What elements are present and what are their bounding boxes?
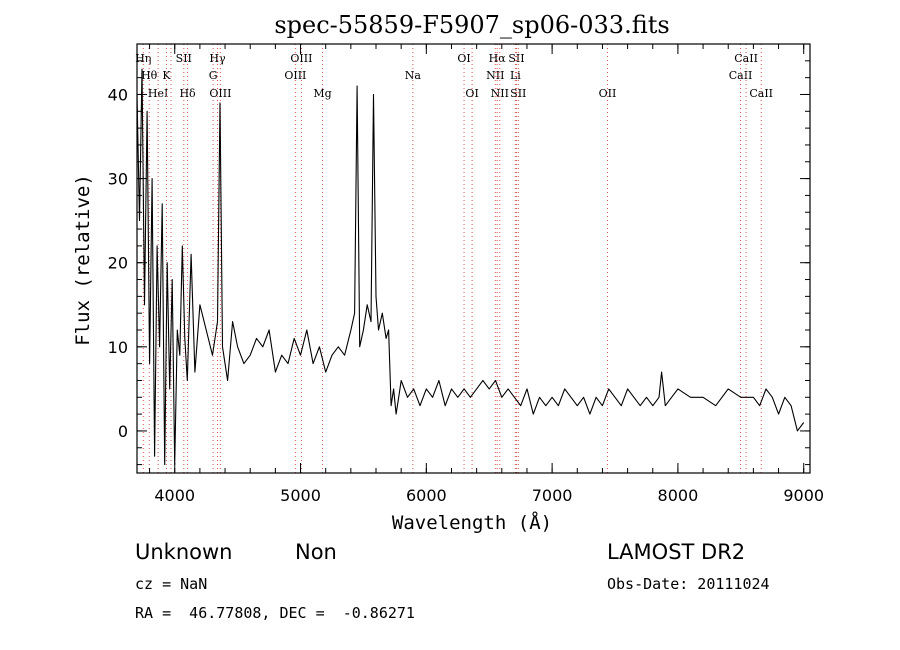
spectral-line-label: Hγ	[209, 52, 226, 65]
coordinates-readout: RA = 46.77808, DEC = -0.86271	[135, 604, 415, 622]
spectral-line-label: Mg	[313, 87, 331, 100]
redshift-readout: cz = NaN	[135, 575, 208, 593]
spectral-line-label: OI	[457, 52, 470, 65]
plot-frame	[136, 43, 811, 474]
spectral-line-label: SII	[508, 52, 524, 65]
spectral-line-label: CaII	[734, 52, 758, 65]
spectral-line-label: OIII	[284, 69, 306, 82]
spectral-line-label: CaII	[749, 87, 773, 100]
x-tick-label: 7000	[532, 486, 573, 505]
spectral-line-label: Na	[405, 69, 422, 82]
obs-date-readout: Obs-Date: 20111024	[607, 575, 770, 593]
spectral-line-label: Hα	[489, 52, 507, 65]
y-tick-label: 10	[108, 338, 128, 357]
spectral-line-markers: Hη Hθ HeI K SII Hδ G Hγ OIII OIII OIII Mg Na OI OI NII H…	[135, 44, 773, 473]
y-axis-label: Flux (relative)	[72, 174, 94, 346]
class-label: Unknown	[135, 540, 233, 564]
spectral-line-label: Hη	[135, 52, 151, 65]
spectral-line-label: OIII	[290, 52, 312, 65]
y-tick-label: 0	[118, 422, 128, 441]
spectrum-line	[136, 68, 805, 466]
spectral-line-label: SII	[176, 52, 192, 65]
y-tick-label: 40	[108, 85, 128, 104]
spectral-line-label: SII	[510, 87, 526, 100]
x-tick-label: 8000	[658, 486, 699, 505]
spectral-line-label: G	[209, 69, 218, 82]
x-tick-label: 4000	[154, 486, 195, 505]
chart-title: spec-55859-F5907_sp06-033.fits	[274, 11, 669, 39]
spectral-line-label: CaII	[729, 69, 753, 82]
spectral-line-label: OII	[599, 87, 617, 100]
spectral-line-label: Hδ	[179, 87, 196, 100]
y-tick-label: 20	[108, 254, 128, 273]
y-tick-label: 30	[108, 170, 128, 189]
survey-label: LAMOST DR2	[607, 540, 746, 564]
spectral-line-label: NII	[486, 69, 504, 82]
axis-ticks: 4000 5000 6000 7000 8000 9000 0 10 20 30 40	[108, 43, 824, 505]
spectral-line-label: OIII	[209, 87, 231, 100]
spectral-line-label: OI	[465, 87, 478, 100]
x-tick-label: 6000	[406, 486, 447, 505]
x-tick-label: 5000	[280, 486, 321, 505]
x-tick-label: 9000	[783, 486, 824, 505]
x-axis-label: Wavelength (Å)	[392, 511, 552, 534]
spectral-line-label: K	[162, 69, 171, 82]
spectral-line-label: Hθ	[141, 69, 158, 82]
subclass-label: Non	[295, 540, 337, 564]
spectral-line-label: Li	[510, 69, 521, 82]
spectral-line-label: HeI	[148, 87, 168, 100]
spectral-line-label: NII	[491, 87, 509, 100]
spectrum-series	[136, 68, 805, 466]
